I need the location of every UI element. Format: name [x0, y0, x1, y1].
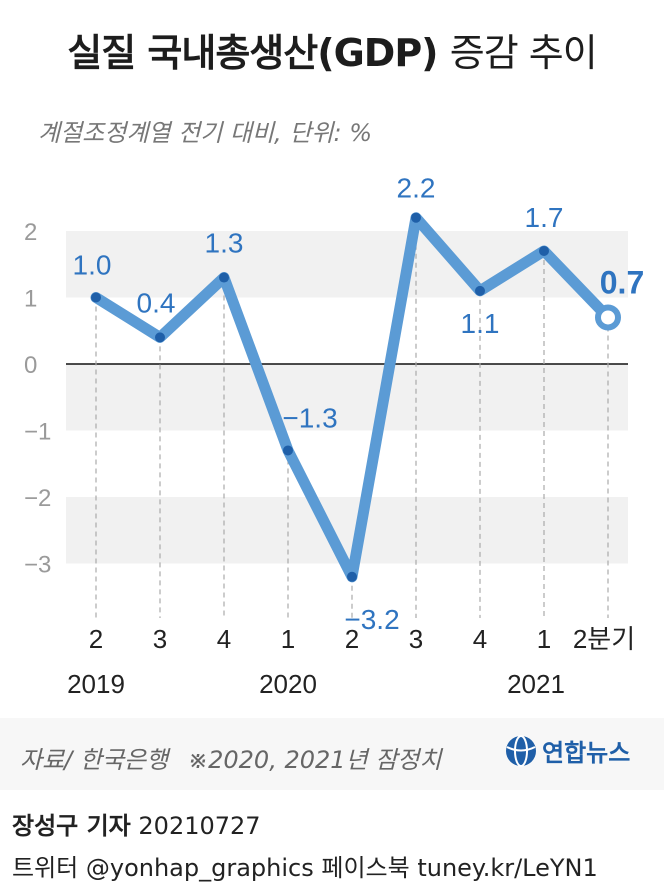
x-tick-label: 1 — [537, 624, 551, 654]
y-tick-label: 2 — [24, 219, 37, 246]
data-point — [347, 571, 357, 582]
credit-line: 장성구 기자 20210727 — [12, 806, 261, 841]
data-point — [539, 245, 549, 256]
data-point — [283, 445, 293, 456]
gdp-line-chart: 2 1 0 −1 −2 −3 1.0 0.4 1.3 −1.3 −3.2 2.2 1.1 1.7 0.7 2 3… — [24, 173, 644, 699]
data-label: −3.2 — [344, 604, 399, 635]
year-label: 2020 — [259, 669, 317, 699]
x-tick-label: 3 — [409, 624, 423, 654]
data-label: 1.7 — [525, 202, 564, 233]
y-tick-label: −1 — [24, 419, 51, 446]
provisional-note: ※2020, 2021년 잠정치 — [188, 746, 442, 774]
data-label: −1.3 — [282, 402, 337, 433]
x-tick-label: 4 — [473, 624, 487, 654]
source-text: 자료/ 한국은행 — [20, 746, 169, 774]
page-title: 실질 국내총생산(GDP) 증감 추이 — [0, 22, 664, 77]
x-tick-label: 2분기 — [573, 624, 635, 654]
credit-date: 20210727 — [138, 812, 261, 840]
y-tick-label: 0 — [24, 352, 37, 379]
data-label: 1.1 — [461, 308, 500, 339]
data-label: 0.7 — [600, 264, 644, 300]
y-tick-label: −3 — [24, 552, 51, 579]
yonhap-logo: 연합뉴스 — [504, 733, 630, 768]
yonhap-globe-icon — [506, 734, 536, 767]
reporter-name: 장성구 기자 — [12, 812, 131, 840]
x-tick-label: 4 — [217, 624, 231, 654]
logo-text: 연합뉴스 — [542, 739, 631, 767]
data-point — [411, 212, 421, 223]
x-tick-label: 2 — [89, 624, 103, 654]
data-label: 1.0 — [73, 250, 112, 281]
footer-band — [0, 718, 664, 790]
title-tail: 증감 추이 — [449, 31, 598, 75]
data-label: 0.4 — [137, 287, 176, 318]
data-label: 1.3 — [205, 228, 244, 259]
year-label: 2019 — [67, 669, 125, 699]
x-tick-label: 3 — [153, 624, 167, 654]
data-point — [155, 332, 165, 343]
y-tick-label: −2 — [24, 485, 51, 512]
chart-subtitle: 계절조정계열 전기 대비, 단위: % — [38, 119, 372, 147]
title-main: 실질 국내총생산(GDP) — [67, 31, 438, 75]
x-tick-label: 2 — [345, 624, 359, 654]
background-band — [66, 231, 628, 298]
latest-point-marker — [595, 304, 621, 331]
y-tick-label: 1 — [24, 286, 37, 313]
year-label: 2021 — [507, 669, 565, 699]
data-point — [219, 272, 229, 283]
data-label: 2.2 — [397, 173, 436, 204]
x-tick-label: 1 — [281, 624, 295, 654]
social-handles: 트위터 @yonhap_graphics 페이스북 tuney.kr/LeYN1 — [12, 854, 598, 882]
data-point — [475, 285, 485, 296]
data-point — [91, 292, 101, 303]
